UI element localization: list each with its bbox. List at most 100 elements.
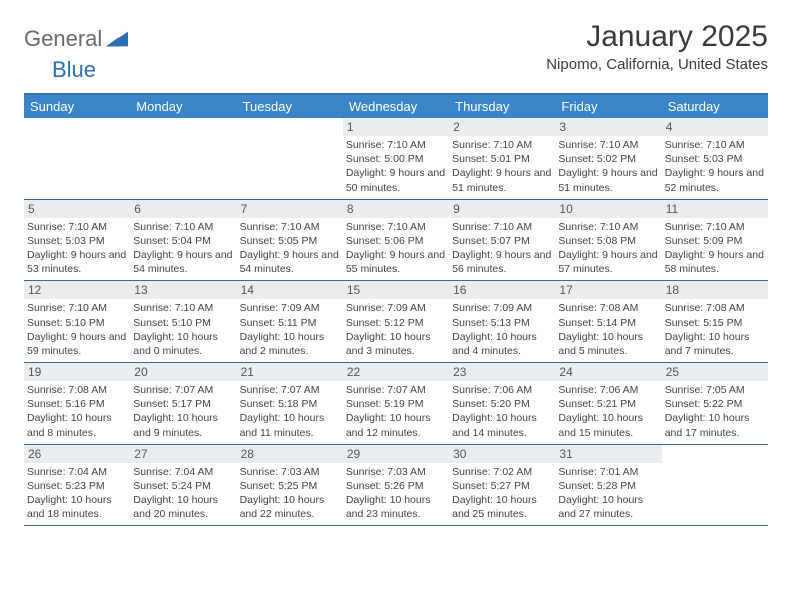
day-cell: 6Sunrise: 7:10 AMSunset: 5:04 PMDaylight… [130,200,236,281]
daylight-text: Daylight: 10 hours and 0 minutes. [133,330,233,358]
day-number: 31 [555,445,661,463]
day-number: 29 [343,445,449,463]
day-cell [130,118,236,199]
sunset-text: Sunset: 5:24 PM [133,479,233,493]
sunset-text: Sunset: 5:27 PM [452,479,552,493]
sunset-text: Sunset: 5:18 PM [240,397,340,411]
day-number: 16 [449,281,555,299]
day-number: 6 [130,200,236,218]
dow-friday: Friday [555,95,661,118]
day-cell: 24Sunrise: 7:06 AMSunset: 5:21 PMDayligh… [555,363,661,444]
sunrise-text: Sunrise: 7:10 AM [452,138,552,152]
day-body: Sunrise: 7:10 AMSunset: 5:08 PMDaylight:… [555,218,661,281]
day-number: 15 [343,281,449,299]
day-cell: 4Sunrise: 7:10 AMSunset: 5:03 PMDaylight… [662,118,768,199]
sunset-text: Sunset: 5:13 PM [452,316,552,330]
day-body: Sunrise: 7:10 AMSunset: 5:10 PMDaylight:… [24,299,130,362]
weeks-container: 1Sunrise: 7:10 AMSunset: 5:00 PMDaylight… [24,118,768,526]
day-body: Sunrise: 7:09 AMSunset: 5:13 PMDaylight:… [449,299,555,362]
sunrise-text: Sunrise: 7:09 AM [346,301,446,315]
week-row: 26Sunrise: 7:04 AMSunset: 5:23 PMDayligh… [24,445,768,527]
day-body: Sunrise: 7:10 AMSunset: 5:00 PMDaylight:… [343,136,449,199]
day-number: 28 [237,445,343,463]
sunrise-text: Sunrise: 7:10 AM [133,220,233,234]
day-number: 10 [555,200,661,218]
daylight-text: Daylight: 9 hours and 58 minutes. [665,248,765,276]
day-cell: 11Sunrise: 7:10 AMSunset: 5:09 PMDayligh… [662,200,768,281]
week-row: 12Sunrise: 7:10 AMSunset: 5:10 PMDayligh… [24,281,768,363]
day-cell [24,118,130,199]
daylight-text: Daylight: 10 hours and 8 minutes. [27,411,127,439]
sunrise-text: Sunrise: 7:07 AM [346,383,446,397]
day-cell: 19Sunrise: 7:08 AMSunset: 5:16 PMDayligh… [24,363,130,444]
daylight-text: Daylight: 9 hours and 54 minutes. [240,248,340,276]
sunset-text: Sunset: 5:02 PM [558,152,658,166]
day-cell: 26Sunrise: 7:04 AMSunset: 5:23 PMDayligh… [24,445,130,526]
dow-saturday: Saturday [662,95,768,118]
daylight-text: Daylight: 9 hours and 57 minutes. [558,248,658,276]
day-body: Sunrise: 7:04 AMSunset: 5:24 PMDaylight:… [130,463,236,526]
day-body: Sunrise: 7:07 AMSunset: 5:19 PMDaylight:… [343,381,449,444]
daylight-text: Daylight: 10 hours and 14 minutes. [452,411,552,439]
sunset-text: Sunset: 5:10 PM [133,316,233,330]
month-title: January 2025 [546,20,768,54]
day-cell: 18Sunrise: 7:08 AMSunset: 5:15 PMDayligh… [662,281,768,362]
day-body: Sunrise: 7:08 AMSunset: 5:15 PMDaylight:… [662,299,768,362]
dow-monday: Monday [130,95,236,118]
sunrise-text: Sunrise: 7:10 AM [240,220,340,234]
day-cell: 13Sunrise: 7:10 AMSunset: 5:10 PMDayligh… [130,281,236,362]
day-number: 8 [343,200,449,218]
sunrise-text: Sunrise: 7:07 AM [240,383,340,397]
day-cell: 15Sunrise: 7:09 AMSunset: 5:12 PMDayligh… [343,281,449,362]
day-number: 4 [662,118,768,136]
day-body: Sunrise: 7:10 AMSunset: 5:10 PMDaylight:… [130,299,236,362]
day-body: Sunrise: 7:10 AMSunset: 5:03 PMDaylight:… [24,218,130,281]
sunrise-text: Sunrise: 7:10 AM [558,138,658,152]
week-row: 5Sunrise: 7:10 AMSunset: 5:03 PMDaylight… [24,200,768,282]
daylight-text: Daylight: 9 hours and 50 minutes. [346,166,446,194]
day-cell: 5Sunrise: 7:10 AMSunset: 5:03 PMDaylight… [24,200,130,281]
day-body: Sunrise: 7:01 AMSunset: 5:28 PMDaylight:… [555,463,661,526]
sunrise-text: Sunrise: 7:02 AM [452,465,552,479]
sunset-text: Sunset: 5:01 PM [452,152,552,166]
sunrise-text: Sunrise: 7:08 AM [665,301,765,315]
day-cell: 27Sunrise: 7:04 AMSunset: 5:24 PMDayligh… [130,445,236,526]
day-cell: 20Sunrise: 7:07 AMSunset: 5:17 PMDayligh… [130,363,236,444]
logo-triangle-icon [106,31,128,47]
day-body: Sunrise: 7:09 AMSunset: 5:12 PMDaylight:… [343,299,449,362]
dow-thursday: Thursday [449,95,555,118]
sunrise-text: Sunrise: 7:07 AM [133,383,233,397]
daylight-text: Daylight: 9 hours and 56 minutes. [452,248,552,276]
day-number: 18 [662,281,768,299]
sunrise-text: Sunrise: 7:04 AM [27,465,127,479]
day-body: Sunrise: 7:03 AMSunset: 5:26 PMDaylight:… [343,463,449,526]
daylight-text: Daylight: 10 hours and 3 minutes. [346,330,446,358]
dow-wednesday: Wednesday [343,95,449,118]
day-cell: 22Sunrise: 7:07 AMSunset: 5:19 PMDayligh… [343,363,449,444]
calendar-grid: Sunday Monday Tuesday Wednesday Thursday… [24,93,768,526]
day-cell: 3Sunrise: 7:10 AMSunset: 5:02 PMDaylight… [555,118,661,199]
day-cell: 23Sunrise: 7:06 AMSunset: 5:20 PMDayligh… [449,363,555,444]
sunset-text: Sunset: 5:20 PM [452,397,552,411]
sunset-text: Sunset: 5:07 PM [452,234,552,248]
dow-tuesday: Tuesday [237,95,343,118]
day-number: 2 [449,118,555,136]
day-cell: 21Sunrise: 7:07 AMSunset: 5:18 PMDayligh… [237,363,343,444]
day-body: Sunrise: 7:10 AMSunset: 5:02 PMDaylight:… [555,136,661,199]
sunset-text: Sunset: 5:17 PM [133,397,233,411]
daylight-text: Daylight: 9 hours and 59 minutes. [27,330,127,358]
day-number: 13 [130,281,236,299]
sunrise-text: Sunrise: 7:10 AM [346,220,446,234]
calendar-page: General January 2025 Nipomo, California,… [0,0,792,526]
sunrise-text: Sunrise: 7:03 AM [240,465,340,479]
sunset-text: Sunset: 5:09 PM [665,234,765,248]
day-body: Sunrise: 7:07 AMSunset: 5:17 PMDaylight:… [130,381,236,444]
day-body: Sunrise: 7:07 AMSunset: 5:18 PMDaylight:… [237,381,343,444]
sunrise-text: Sunrise: 7:09 AM [452,301,552,315]
daylight-text: Daylight: 10 hours and 20 minutes. [133,493,233,521]
day-body: Sunrise: 7:10 AMSunset: 5:01 PMDaylight:… [449,136,555,199]
day-body: Sunrise: 7:06 AMSunset: 5:20 PMDaylight:… [449,381,555,444]
day-body: Sunrise: 7:08 AMSunset: 5:14 PMDaylight:… [555,299,661,362]
sunset-text: Sunset: 5:21 PM [558,397,658,411]
sunset-text: Sunset: 5:00 PM [346,152,446,166]
